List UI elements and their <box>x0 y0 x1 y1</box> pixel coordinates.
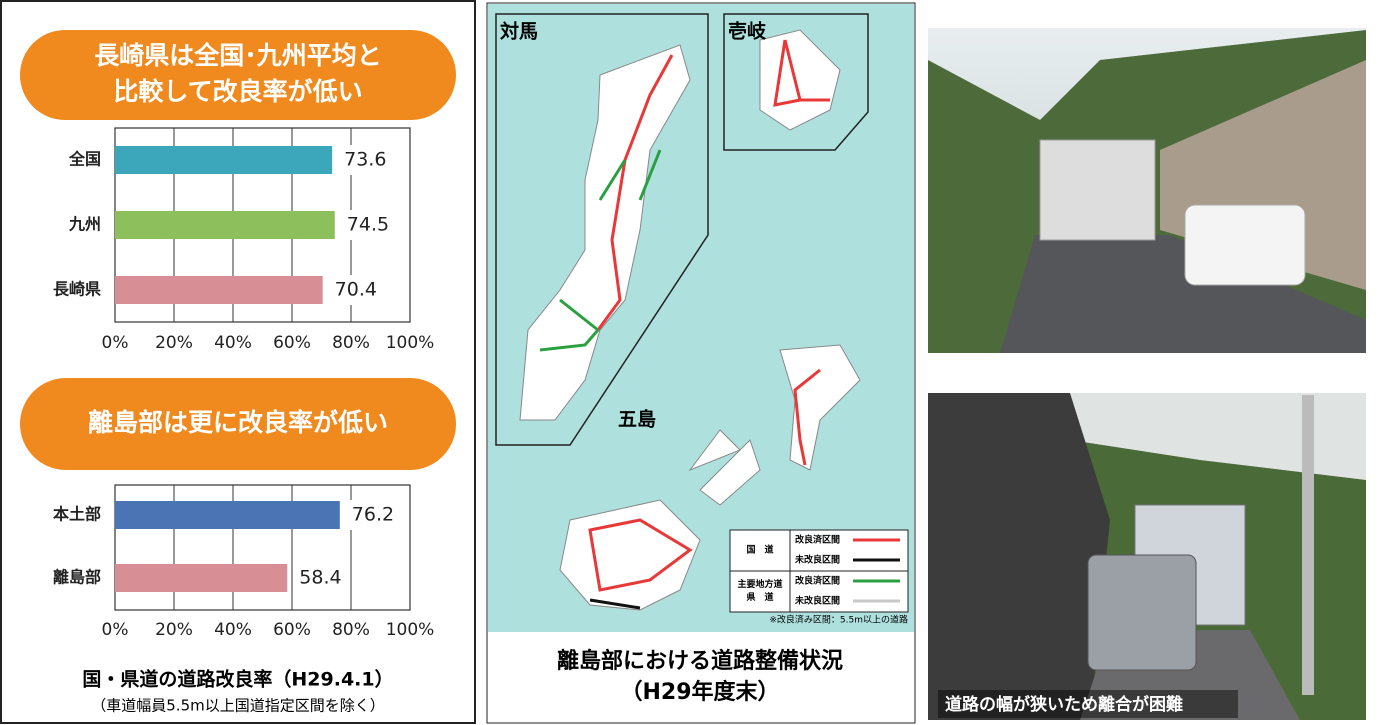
canvas: 国・県道の道路改良率（H29.4.1） （車道幅員5.5m以上国道指定区間を除く… <box>0 0 1378 725</box>
photo-caption: 道路の幅が狭いため離合が困難 <box>945 694 1183 715</box>
map-label: 対馬 <box>499 20 538 43</box>
value-label: 73.6 <box>344 149 386 171</box>
footer-note: （車道幅員5.5m以上国道指定区間を除く） <box>91 697 384 715</box>
legend-item: 改良済区間 <box>795 534 840 546</box>
legend-group: 主要地方道 <box>737 578 782 590</box>
value-label: 70.4 <box>335 279 377 301</box>
x-tick-label: 20% <box>155 333 193 353</box>
x-tick-label: 80% <box>332 333 370 353</box>
x-tick-label: 100% <box>386 620 435 640</box>
x-tick-label: 0% <box>102 620 129 640</box>
map-panel: 対馬 壱岐 五島 ※改良済み区間：5.5m以上の道路 離島部における道路整備状況… <box>487 3 915 723</box>
x-tick-label: 0% <box>102 333 129 353</box>
x-tick-label: 20% <box>155 620 193 640</box>
bar <box>115 146 332 174</box>
map-label: 壱岐 <box>728 20 767 43</box>
legend-item: 改良済区間 <box>795 575 840 587</box>
bar <box>115 501 340 529</box>
page: {"chart_data":[ {"type":"bar","orientati… <box>0 0 1378 725</box>
legend-item: 未改良区間 <box>794 595 840 607</box>
chart-title: 長崎県は全国･九州平均と <box>94 41 382 70</box>
map-label: 五島 <box>618 408 656 431</box>
photos: 道路の幅が狭いため離合が困難 <box>928 28 1366 720</box>
value-label: 74.5 <box>347 214 389 236</box>
chart-title: 離島部は更に改良率が低い <box>88 408 388 437</box>
y-tick-label: 長崎県 <box>53 280 101 299</box>
footer-title: 国・県道の道路改良率（H29.4.1） <box>82 668 393 691</box>
y-tick-label: 離島部 <box>53 568 101 587</box>
bar <box>115 211 335 239</box>
value-label: 76.2 <box>352 504 394 526</box>
value-label: 58.4 <box>299 567 341 589</box>
bar <box>115 564 287 592</box>
x-tick-label: 40% <box>214 620 252 640</box>
photo-rock <box>928 393 1110 720</box>
x-tick-label: 100% <box>386 333 435 353</box>
x-tick-label: 60% <box>273 333 311 353</box>
map-note: ※改良済み区間：5.5m以上の道路 <box>769 614 908 626</box>
chart-title: 比較して改良率が低い <box>113 77 362 106</box>
x-tick-label: 40% <box>214 333 252 353</box>
y-tick-label: 本土部 <box>53 505 101 524</box>
photo-car <box>1088 555 1196 670</box>
legend-group: 県 道 <box>746 591 773 603</box>
map-caption: 離島部における道路整備状況 <box>557 648 843 674</box>
photo-car <box>1185 205 1305 285</box>
legend-group: 国 道 <box>746 544 773 556</box>
x-tick-label: 80% <box>332 620 370 640</box>
y-tick-label: 全国 <box>68 150 101 169</box>
y-tick-label: 九州 <box>68 215 101 234</box>
map-caption: （H29年度末） <box>620 679 779 705</box>
photo-pole <box>1302 395 1314 695</box>
legend-item: 未改良区間 <box>794 554 840 566</box>
photo-truck <box>1040 140 1155 240</box>
bar <box>115 276 323 304</box>
x-tick-label: 60% <box>273 620 311 640</box>
